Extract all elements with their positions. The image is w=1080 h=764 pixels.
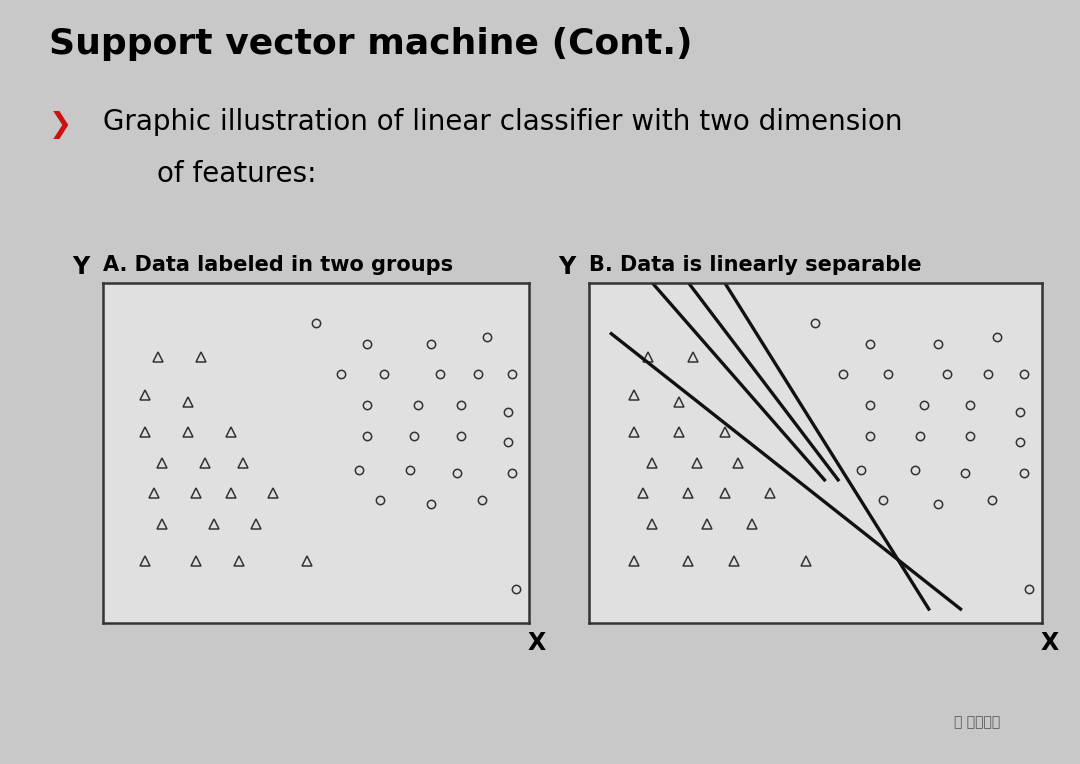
Text: B. Data is linearly separable: B. Data is linearly separable: [589, 255, 921, 275]
Text: Y: Y: [558, 255, 576, 280]
Text: of features:: of features:: [157, 160, 316, 189]
Text: X: X: [528, 631, 545, 656]
Text: Support vector machine (Cont.): Support vector machine (Cont.): [49, 27, 692, 61]
Text: 🔗 蝃万金游: 🔗 蝃万金游: [955, 715, 1000, 729]
Text: Graphic illustration of linear classifier with two dimension: Graphic illustration of linear classifie…: [103, 108, 902, 137]
Text: ❯: ❯: [49, 111, 72, 139]
Text: A. Data labeled in two groups: A. Data labeled in two groups: [103, 255, 453, 275]
Text: Y: Y: [72, 255, 90, 280]
Text: X: X: [1041, 631, 1058, 656]
